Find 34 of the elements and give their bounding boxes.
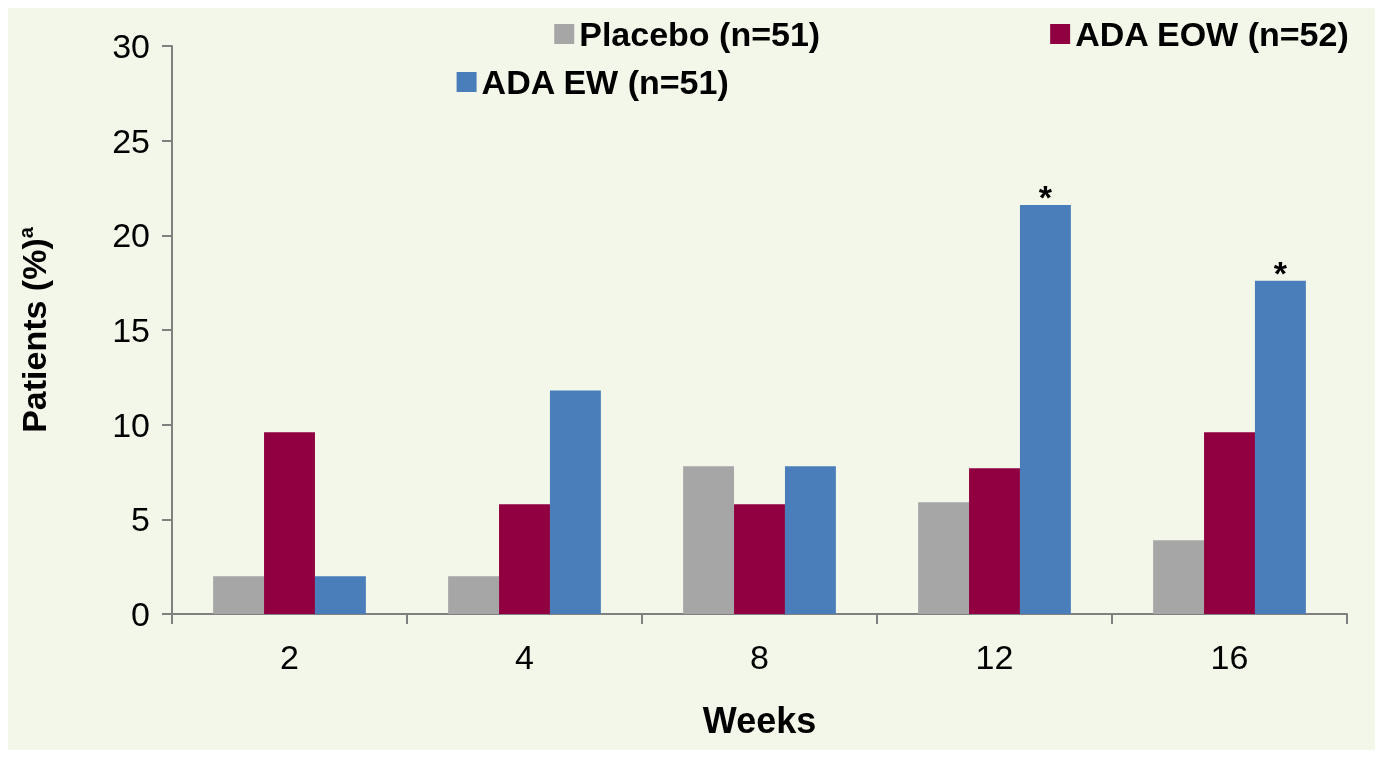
bar bbox=[264, 432, 315, 614]
annotation: * bbox=[1273, 253, 1288, 292]
bar bbox=[448, 576, 500, 614]
x-tick-label: 4 bbox=[515, 638, 534, 676]
y-tick-label: 5 bbox=[131, 500, 150, 539]
bar bbox=[1254, 280, 1306, 614]
bar bbox=[549, 390, 601, 614]
bar bbox=[213, 576, 265, 614]
x-tick-label: 16 bbox=[1210, 638, 1249, 676]
x-tick-label: 8 bbox=[750, 638, 769, 676]
x-tick-label: 2 bbox=[280, 638, 299, 676]
bar bbox=[784, 466, 836, 614]
y-tick-label: 25 bbox=[112, 121, 150, 160]
bar bbox=[1019, 205, 1071, 614]
y-tick-label: 10 bbox=[112, 405, 150, 444]
bar bbox=[499, 504, 550, 614]
bar bbox=[969, 468, 1020, 614]
bar bbox=[1204, 432, 1255, 614]
legend-label: Placebo (n=51) bbox=[579, 15, 821, 53]
x-tick-label: 12 bbox=[975, 638, 1014, 676]
bar bbox=[683, 466, 735, 614]
y-tick-label: 0 bbox=[131, 595, 150, 633]
y-tick-label: 15 bbox=[112, 311, 150, 349]
bar bbox=[734, 504, 785, 614]
legend-label: ADA EW (n=51) bbox=[481, 63, 729, 101]
legend-label: ADA EOW (n=52) bbox=[1075, 15, 1349, 53]
bar bbox=[918, 502, 970, 614]
x-axis-title: Weeks bbox=[702, 699, 817, 741]
y-tick-label: 20 bbox=[112, 216, 150, 255]
annotation: * bbox=[1038, 178, 1053, 217]
y-tick-label: 30 bbox=[112, 27, 150, 65]
bar bbox=[1153, 540, 1205, 614]
y-axis-title: Patients (%)a bbox=[15, 226, 53, 433]
bar bbox=[314, 576, 366, 614]
